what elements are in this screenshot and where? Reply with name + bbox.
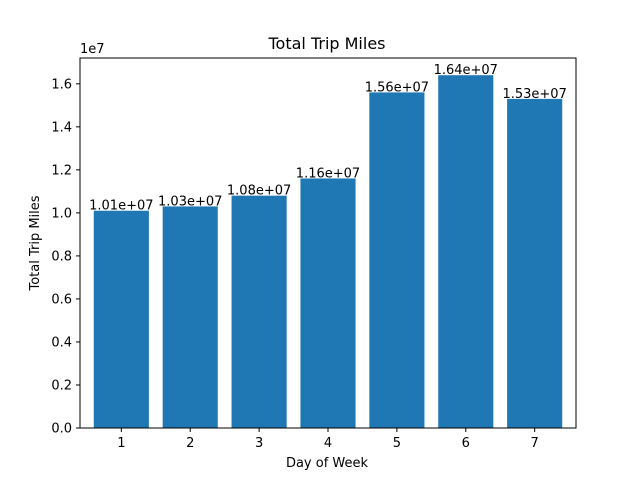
chart-title: Total Trip Miles xyxy=(267,34,385,53)
x-tick-label: 4 xyxy=(324,436,332,451)
bar-value-label: 1.16e+07 xyxy=(296,166,360,181)
bar-labels-group: 1.01e+07 1.03e+07 1.08e+07 1.16e+07 1.56e+07… xyxy=(89,63,567,214)
y-tick-label: 1.4 xyxy=(51,120,72,135)
bar-day-7 xyxy=(507,98,563,428)
y-scale-label: 1e7 xyxy=(80,42,105,57)
bar-value-label: 1.56e+07 xyxy=(365,80,429,95)
bar-value-label: 1.53e+07 xyxy=(502,87,566,102)
bar-day-6 xyxy=(438,75,494,429)
y-tick-label: 1.6 xyxy=(51,77,72,92)
y-tick-label: 0.8 xyxy=(51,249,72,264)
x-tick-label: 6 xyxy=(462,436,470,451)
x-axis-label: Day of Week xyxy=(286,456,369,471)
y-tick-label: 1.0 xyxy=(51,206,72,221)
bars-group xyxy=(93,75,563,429)
bar-day-1 xyxy=(93,210,149,428)
x-tick-label: 7 xyxy=(531,436,539,451)
y-tick-label: 1.2 xyxy=(51,163,72,178)
x-tick-label: 5 xyxy=(393,436,401,451)
y-axis-label: Total Trip Miles xyxy=(28,195,43,291)
bar-day-5 xyxy=(369,92,425,428)
y-tick-label: 0.0 xyxy=(51,422,72,437)
bar-day-4 xyxy=(300,178,356,428)
bar-value-label: 1.01e+07 xyxy=(89,199,153,214)
plot-frame xyxy=(79,57,577,429)
bar-value-label: 1.64e+07 xyxy=(434,63,498,78)
bar-value-label: 1.03e+07 xyxy=(158,194,222,209)
x-axis-ticks: 1 2 3 4 5 6 7 xyxy=(117,428,539,451)
bar-value-label: 1.08e+07 xyxy=(227,184,291,199)
bar-day-3 xyxy=(231,195,287,428)
y-axis-ticks: 0.0 0.2 0.4 0.6 0.8 1.0 1.2 1.4 1.6 xyxy=(51,77,80,437)
y-tick-label: 0.2 xyxy=(51,378,72,393)
y-tick-label: 0.4 xyxy=(51,335,72,350)
x-tick-label: 2 xyxy=(186,436,194,451)
x-tick-label: 3 xyxy=(255,436,263,451)
y-tick-label: 0.6 xyxy=(51,292,72,307)
bar-day-2 xyxy=(162,206,218,428)
x-tick-label: 1 xyxy=(117,436,125,451)
